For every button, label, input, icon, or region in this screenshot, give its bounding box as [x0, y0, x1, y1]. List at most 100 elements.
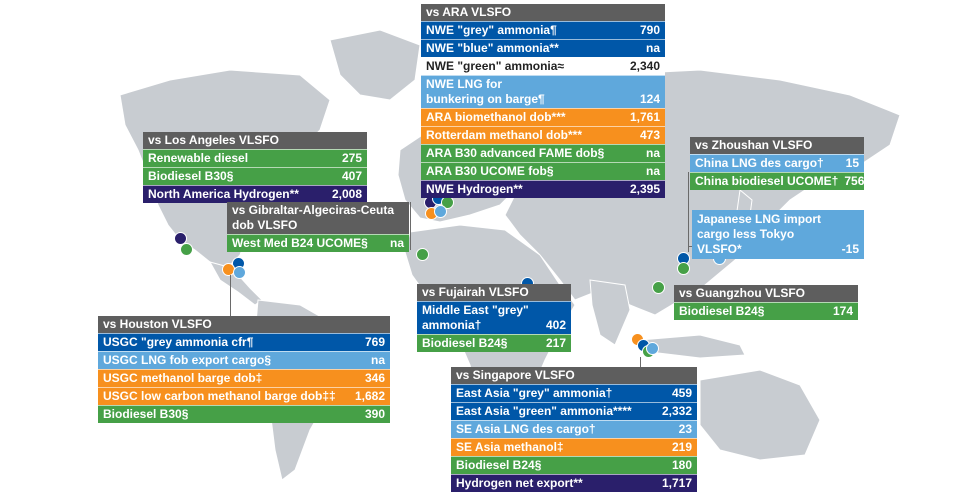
ara-row-value: na — [645, 146, 660, 160]
singapore-row-label: Hydrogen net export** — [456, 476, 583, 490]
zhoushan-title: vs Zhoushan VLSFO — [690, 137, 864, 154]
zhoushan-row-label: China biodiesel UCOME† — [695, 174, 839, 188]
houston-row: USGC LNG fob export cargo§ na — [98, 351, 390, 369]
houston-row: USGC methanol barge dob‡ 346 — [98, 369, 390, 387]
singapore-row-value: 23 — [678, 422, 692, 436]
singapore-row-label: SE Asia methanol‡ — [456, 440, 564, 454]
los-angeles-row: Biodiesel B30§ 407 — [143, 167, 367, 185]
japan-row-label: Japanese LNG import cargo less Tokyo VLS… — [697, 212, 822, 256]
fujairah-row: Middle East "grey" ammonia† 402 — [417, 301, 571, 334]
los-angeles-dot-2 — [180, 243, 193, 256]
singapore-row-value: 2,332 — [661, 404, 692, 418]
singapore-price-box: vs Singapore VLSFO East Asia "grey" ammo… — [451, 367, 697, 492]
ara-row-label: ARA B30 UCOME fob§ — [426, 164, 554, 178]
los-angeles-price-box: vs Los Angeles VLSFO Renewable diesel 275… — [143, 132, 367, 203]
los-angeles-row-value: 407 — [341, 169, 362, 183]
los-angeles-row: Renewable diesel 275 — [143, 149, 367, 167]
ara-row: Rotterdam methanol dob*** 473 — [421, 126, 665, 144]
guangzhou-dot — [652, 281, 665, 294]
los-angeles-row-value: 275 — [341, 151, 362, 165]
ara-row: NWE Hydrogen** 2,395 — [421, 180, 665, 198]
fujairah-row-label: Middle East "grey" ammonia† — [422, 303, 529, 332]
ara-row-label: ARA biomethanol dob*** — [426, 110, 566, 124]
ara-row-label: NWE "blue" ammonia** — [426, 41, 559, 55]
ara-row-value: 2,340 — [629, 59, 660, 73]
houston-title: vs Houston VLSFO — [98, 316, 390, 333]
ara-row-value: 124 — [639, 92, 660, 106]
ara-row-label: NWE Hydrogen** — [426, 182, 523, 196]
houston-row-label: USGC "grey ammonia cfr¶ — [103, 335, 254, 349]
singapore-dot-4 — [646, 342, 659, 355]
ara-row-value: 473 — [639, 128, 660, 142]
houston-row-label: USGC low carbon methanol barge dob‡‡ — [103, 389, 336, 403]
zhoushan-row-label: China LNG des cargo† — [695, 156, 824, 170]
australia-landmass — [699, 369, 821, 461]
houston-row-value: 769 — [364, 335, 385, 349]
ara-row: NWE "green" ammonia≈ 2,340 — [421, 57, 665, 75]
singapore-row-label: East Asia "grey" ammonia† — [456, 386, 613, 400]
fujairah-row: Biodiesel B24§ 217 — [417, 334, 571, 352]
ara-title: vs ARA VLSFO — [421, 4, 665, 21]
houston-row: USGC "grey ammonia cfr¶ 769 — [98, 333, 390, 351]
singapore-title: vs Singapore VLSFO — [451, 367, 697, 384]
houston-price-box: vs Houston VLSFO USGC "grey ammonia cfr¶… — [98, 316, 390, 423]
houston-row-label: USGC methanol barge dob‡ — [103, 371, 263, 385]
fujairah-row-value: 402 — [545, 318, 566, 332]
singapore-row: SE Asia LNG des cargo† 23 — [451, 420, 697, 438]
ara-row: NWE "blue" ammonia** na — [421, 39, 665, 57]
fujairah-row-value: 217 — [545, 336, 566, 350]
singapore-row-label: East Asia "green" ammonia**** — [456, 404, 632, 418]
houston-row-label: USGC LNG fob export cargo§ — [103, 353, 272, 367]
ara-price-box: vs ARA VLSFO NWE "grey" ammonia¶ 790 NWE … — [421, 4, 665, 198]
houston-row-value: 346 — [364, 371, 385, 385]
fujairah-row-label: Biodiesel B24§ — [422, 336, 508, 350]
gibraltar-row-value: na — [389, 236, 404, 250]
singapore-row: Biodiesel B24§ 180 — [451, 456, 697, 474]
zhoushan-leader — [688, 172, 689, 252]
guangzhou-row-label: Biodiesel B24§ — [679, 304, 765, 318]
singapore-leader — [640, 357, 641, 367]
zhoushan-row-value: 756 — [844, 174, 865, 188]
ara-row-label: NWE LNG for bunkering on barge¶ — [426, 77, 545, 106]
houston-row-value: 390 — [364, 407, 385, 421]
ara-row-label: NWE "grey" ammonia¶ — [426, 23, 557, 37]
ara-dot-5 — [434, 205, 447, 218]
los-angeles-row: North America Hydrogen** 2,008 — [143, 185, 367, 203]
ara-row-value: 1,761 — [629, 110, 660, 124]
los-angeles-row-value: 2,008 — [331, 187, 362, 201]
japan-row-value: -15 — [841, 242, 859, 256]
ara-row: ARA biomethanol dob*** 1,761 — [421, 108, 665, 126]
ara-row: NWE "grey" ammonia¶ 790 — [421, 21, 665, 39]
ara-row-value: na — [645, 164, 660, 178]
singapore-row-value: 219 — [671, 440, 692, 454]
los-angeles-row-label: Renewable diesel — [148, 151, 249, 165]
ara-row: NWE LNG for bunkering on barge¶ 124 — [421, 75, 665, 108]
houston-row-label: Biodiesel B30§ — [103, 407, 189, 421]
fujairah-price-box: vs Fujairah VLSFO Middle East "grey" amm… — [417, 284, 571, 352]
guangzhou-title: vs Guangzhou VLSFO — [674, 285, 858, 302]
ara-row-label: ARA B30 advanced FAME dob§ — [426, 146, 605, 160]
singapore-row-value: 1,717 — [661, 476, 692, 490]
singapore-row-value: 180 — [671, 458, 692, 472]
japan-leader — [688, 246, 692, 247]
gibraltar-row-label: West Med B24 UCOME§ — [232, 236, 368, 250]
ara-row: ARA B30 UCOME fob§ na — [421, 162, 665, 180]
zhoushan-dot-2 — [677, 262, 690, 275]
greenland-landmass — [329, 29, 421, 101]
gibraltar-leader — [410, 202, 411, 250]
guangzhou-row: Biodiesel B24§ 174 — [674, 302, 858, 320]
ara-row-value: 2,395 — [629, 182, 660, 196]
zhoushan-row: China LNG des cargo† 15 — [690, 154, 864, 172]
los-angeles-title: vs Los Angeles VLSFO — [143, 132, 367, 149]
singapore-row-value: 459 — [671, 386, 692, 400]
gibraltar-row: West Med B24 UCOME§ na — [227, 234, 409, 252]
singapore-row: East Asia "green" ammonia**** 2,332 — [451, 402, 697, 420]
zhoushan-price-box: vs Zhoushan VLSFO China LNG des cargo† 15… — [690, 137, 864, 190]
ara-row-value: na — [645, 41, 660, 55]
ara-row-value: 790 — [639, 23, 660, 37]
houston-leader — [230, 275, 231, 317]
houston-row-value: na — [370, 353, 385, 367]
gibraltar-price-box: vs Gibraltar-Algeciras-Ceuta dob VLSFO W… — [227, 202, 409, 252]
guangzhou-row-value: 174 — [832, 304, 853, 318]
gibraltar-title: vs Gibraltar-Algeciras-Ceuta dob VLSFO — [227, 202, 409, 234]
